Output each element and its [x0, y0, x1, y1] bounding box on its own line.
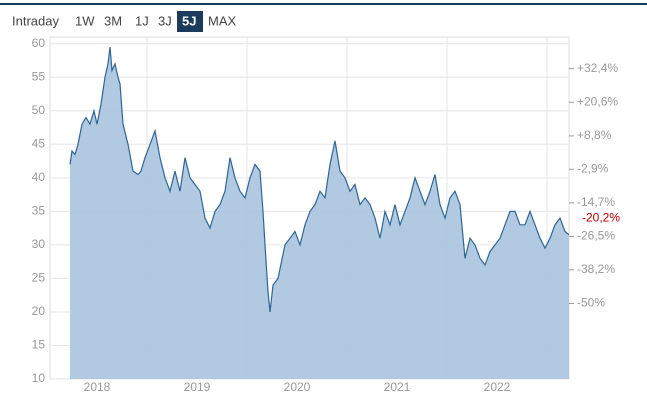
tab[interactable]: 3J	[158, 13, 172, 28]
y-tick-label: 35	[32, 204, 46, 218]
tab[interactable]: 1W	[75, 13, 95, 28]
current-label: -20,2%	[582, 211, 620, 225]
y2-tick-label: -38,2%	[577, 262, 615, 276]
y2-tick-label: +20,6%	[577, 94, 618, 108]
y-tick-label: 30	[32, 237, 46, 251]
y2-tick-label: -14,7%	[577, 195, 615, 209]
area	[70, 47, 569, 379]
tab[interactable]: MAX	[208, 13, 237, 28]
y2-tick-label: -2,9%	[577, 161, 609, 175]
y-tick-label: 55	[32, 69, 46, 83]
tab[interactable]: Intraday	[12, 13, 59, 28]
tab[interactable]: 1J	[135, 13, 149, 28]
y-tick-label: 15	[32, 338, 46, 352]
y-tick-label: 50	[32, 103, 46, 117]
y2-tick-label: +8,8%	[577, 128, 612, 142]
y-tick-label: 10	[32, 371, 46, 385]
current-bg	[572, 211, 622, 226]
x-tick-label: 2022	[484, 380, 511, 394]
tab[interactable]: 3M	[104, 13, 122, 28]
active-tab-bg	[177, 11, 203, 32]
y-tick-label: 25	[32, 271, 46, 285]
y-tick-label: 45	[32, 136, 46, 150]
y2-tick-label: +32,4%	[577, 61, 618, 75]
y-tick-label: 20	[32, 304, 46, 318]
y2-tick-label: -50%	[577, 296, 605, 310]
x-tick-label: 2018	[84, 380, 111, 394]
price-line	[69, 47, 570, 312]
y-tick-label: 60	[32, 36, 46, 50]
y2-tick-label: -26,5%	[577, 229, 615, 243]
x-tick-label: 2020	[284, 380, 311, 394]
x-tick-label: 2019	[184, 380, 211, 394]
y-tick-label: 40	[32, 170, 46, 184]
tab[interactable]: 5J	[182, 13, 196, 28]
x-tick-label: 2021	[384, 380, 411, 394]
